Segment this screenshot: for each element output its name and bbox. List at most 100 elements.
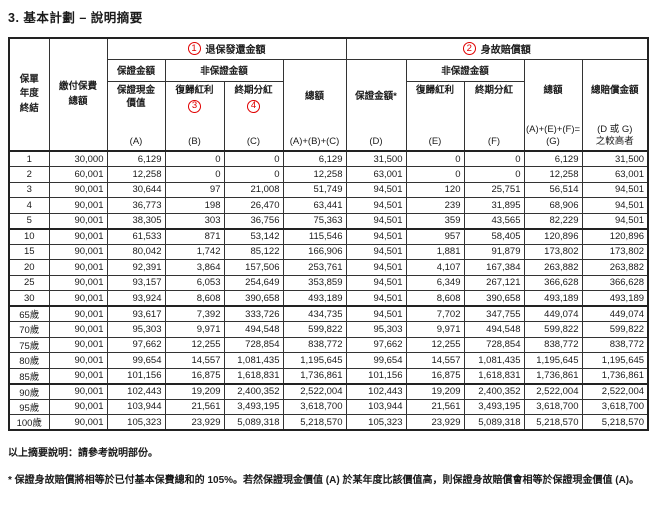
cell-value: 19,209	[164, 383, 225, 400]
cell-value: 94,501	[345, 181, 407, 198]
cell-value: 101,156	[106, 367, 166, 385]
cell-value: 94,501	[581, 197, 649, 214]
cell-value: 63,001	[581, 166, 649, 183]
cell-value: 36,773	[106, 197, 166, 214]
header-group-surrender: 1 退保發還金額	[106, 37, 347, 60]
cell-value: 23,929	[164, 414, 225, 431]
table-row: 1 30,000 6,129 0 0 6,129 31,500 0 0 6,129 31,500	[8, 150, 649, 167]
circled-1-icon: 1	[187, 42, 201, 56]
cell-value: 94,501	[345, 305, 407, 322]
cell-value: 12,258	[282, 166, 347, 183]
header-rev-bonus-surrender-code: (B)	[188, 135, 201, 147]
table-row: 10 90,001 61,533 871 53,142 115,546 94,501 957 5…	[8, 228, 649, 245]
cell-value: 157,506	[223, 259, 284, 276]
cell-value: 90,001	[48, 290, 108, 307]
header-rev-bonus-death-code: (E)	[428, 135, 442, 147]
cell-value: 1,736,861	[581, 367, 649, 385]
cell-value: 43,565	[463, 212, 525, 230]
cell-value: 82,229	[523, 212, 583, 230]
header-rev-bonus-death: 復歸紅利 (E)	[405, 80, 465, 152]
cell-value: 90,001	[48, 352, 108, 369]
cell-value: 6,129	[523, 150, 583, 167]
cell-value: 0	[223, 150, 284, 167]
cell-value: 99,654	[345, 352, 407, 369]
cell-value: 871	[164, 228, 225, 245]
cell-value: 333,726	[223, 305, 284, 322]
cell-value: 0	[463, 166, 525, 183]
cell-value: 14,557	[405, 352, 465, 369]
cell-value: 26,470	[223, 197, 284, 214]
cell-value: 14,557	[164, 352, 225, 369]
cell-value: 92,391	[106, 259, 166, 276]
header-terminal-dividend-death-label: 終期分紅	[474, 84, 513, 96]
header-cash-value-code: (A)	[129, 135, 143, 147]
cell-value: 90,001	[48, 414, 108, 431]
cell-value: 1,618,831	[223, 367, 284, 385]
benefit-summary-table: 保單 年度 終結 繳付保費 總額 1 退保發還金額 2 身故賠償額 保證金額 非保證…	[8, 37, 650, 431]
cell-value: 102,443	[345, 383, 407, 400]
cell-value: 90,001	[48, 243, 108, 260]
cell-value: 51,749	[282, 181, 347, 198]
cell-value: 80,042	[106, 243, 166, 260]
circled-2-icon: 2	[462, 42, 476, 56]
cell-value: 5,218,570	[523, 414, 583, 431]
cell-value: 599,822	[523, 321, 583, 338]
row-label: 90歲	[8, 383, 50, 400]
cell-value: 390,658	[223, 290, 284, 307]
row-label: 1	[8, 150, 50, 167]
row-label: 5	[8, 212, 50, 230]
cell-value: 2,400,352	[463, 383, 525, 400]
cell-value: 56,514	[523, 181, 583, 198]
header-total-death-label: 總額	[543, 85, 563, 97]
cell-value: 9,971	[405, 321, 465, 338]
table-row: 95歲 90,001 103,944 21,561 3,493,195 3,618,700…	[8, 398, 649, 415]
cell-value: 85,122	[223, 243, 284, 260]
circled-3-icon: 3	[188, 99, 201, 113]
cell-value: 1,742	[164, 243, 225, 260]
row-label: 75歲	[8, 336, 50, 353]
cell-value: 494,548	[223, 321, 284, 338]
cell-value: 16,875	[405, 367, 465, 385]
cell-value: 115,546	[282, 228, 347, 245]
header-total-benefit: 總賠償金額 (D 或 G) 之較高者	[581, 58, 649, 152]
cell-value: 25,751	[463, 181, 525, 198]
cell-value: 9,971	[164, 321, 225, 338]
header-guaranteed-death-label: 保證金額*	[355, 91, 397, 103]
cell-value: 94,501	[581, 181, 649, 198]
header-total-benefit-label: 總賠償金額	[591, 85, 639, 97]
cell-value: 90,001	[48, 212, 108, 230]
header-guaranteed-death-code: (D)	[369, 135, 383, 147]
cell-value: 94,501	[345, 274, 407, 291]
cell-value: 449,074	[581, 305, 649, 322]
header-total-death-code: (A)+(E)+(F)= (G)	[525, 124, 581, 147]
cell-value: 94,501	[345, 259, 407, 276]
cell-value: 53,142	[223, 228, 284, 245]
cell-value: 36,756	[223, 212, 284, 230]
cell-value: 120,896	[581, 228, 649, 245]
table-row: 80歲 90,001 99,654 14,557 1,081,435 1,195,645 9…	[8, 352, 649, 369]
cell-value: 120,896	[523, 228, 583, 245]
cell-value: 1,195,645	[581, 352, 649, 369]
cell-value: 7,702	[405, 305, 465, 322]
cell-value: 120	[405, 181, 465, 198]
cell-value: 493,189	[282, 290, 347, 307]
header-group-death-label: 身故賠償額	[480, 45, 531, 57]
cell-value: 2,400,352	[223, 383, 284, 400]
cell-value: 99,654	[106, 352, 166, 369]
footnote: * 保證身故賠償將相等於已付基本保費總和的 105%。若然保證現金價值 (A) …	[8, 475, 640, 486]
cell-value: 60,001	[48, 166, 108, 183]
cell-value: 0	[223, 166, 284, 183]
cell-value: 347,755	[463, 305, 525, 322]
cell-value: 68,906	[523, 197, 583, 214]
cell-value: 90,001	[48, 383, 108, 400]
cell-value: 38,305	[106, 212, 166, 230]
cell-value: 90,001	[48, 321, 108, 338]
table-row: 30 90,001 93,924 8,608 390,658 493,189 94,501 8…	[8, 290, 649, 307]
cell-value: 173,802	[523, 243, 583, 260]
table-row: 5 90,001 38,305 303 36,756 75,363 94,501 359 43,…	[8, 212, 649, 230]
header-guaranteed-surrender: 保證金額	[106, 58, 166, 82]
cell-value: 7,392	[164, 305, 225, 322]
cell-value: 97	[164, 181, 225, 198]
cell-value: 957	[405, 228, 465, 245]
header-rev-bonus-surrender: 復歸紅利 3 (B)	[164, 80, 225, 152]
